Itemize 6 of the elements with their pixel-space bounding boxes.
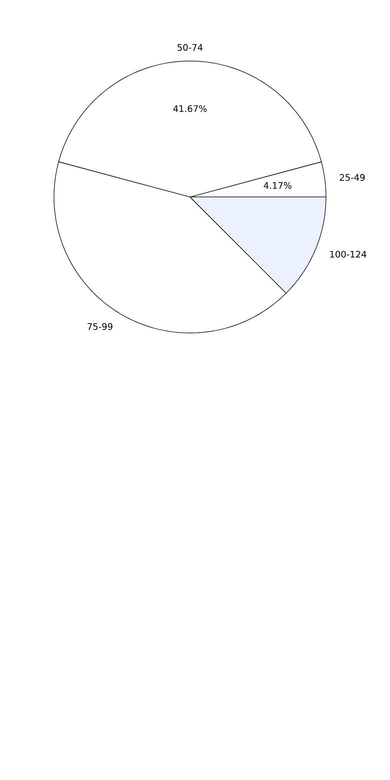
data-label: 41.67% <box>173 105 207 112</box>
data-label: 4.17% <box>264 182 292 189</box>
slice-label: 100-124 <box>330 250 366 258</box>
slice-label: 75-99 <box>88 323 112 330</box>
slice-label: 25-49 <box>340 174 365 181</box>
slice-label: 50-74 <box>178 44 203 51</box>
